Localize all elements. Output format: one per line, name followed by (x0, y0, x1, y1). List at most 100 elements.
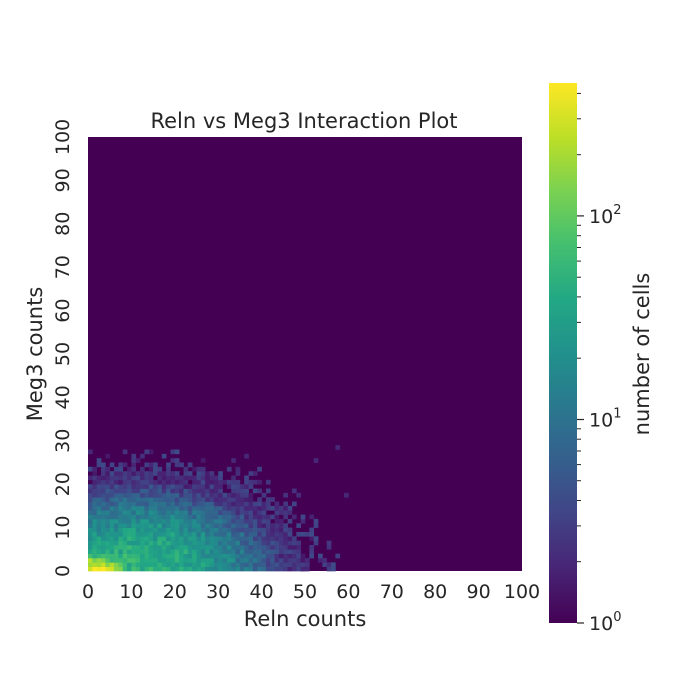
heatmap-cell (179, 514, 184, 520)
heatmap-cell (170, 505, 176, 511)
heatmap-cell (109, 531, 115, 537)
heatmap-cell (161, 553, 167, 559)
heatmap-cell (161, 505, 167, 511)
heatmap-cell (148, 475, 154, 481)
heatmap-cell (135, 531, 141, 537)
heatmap-cell (96, 518, 102, 524)
heatmap-cell (170, 518, 176, 524)
heatmap-cell (192, 484, 197, 489)
heatmap-cell (179, 557, 184, 563)
heatmap-cell (135, 488, 141, 494)
heatmap-cell (235, 505, 241, 511)
heatmap-cell (187, 566, 193, 572)
heatmap-cell (118, 536, 124, 541)
heatmap-cell (226, 484, 232, 489)
heatmap-cell (209, 549, 215, 554)
heatmap-cell (274, 501, 280, 507)
y-tick-label: 100 (52, 119, 74, 155)
heatmap-cell (179, 492, 184, 498)
heatmap-cell (239, 510, 245, 515)
heatmap-cell (213, 501, 219, 507)
y-tick-label: 10 (52, 516, 74, 540)
heatmap-cell (335, 553, 341, 559)
heatmap-cell (226, 557, 232, 563)
heatmap-cell (309, 549, 315, 554)
heatmap-cell (231, 514, 236, 520)
heatmap-cell (148, 449, 154, 455)
heatmap-cell (261, 523, 267, 528)
heatmap-cell (153, 510, 158, 515)
heatmap-cell (118, 471, 124, 476)
heatmap-cell (213, 566, 219, 572)
heatmap-cell (248, 471, 254, 476)
heatmap-cell (135, 553, 141, 559)
heatmap-cell (265, 553, 271, 559)
heatmap-cell (127, 501, 132, 507)
heatmap-cell (265, 488, 271, 494)
heatmap-cell (257, 479, 262, 485)
heatmap-cell (179, 488, 184, 494)
heatmap-cell (127, 527, 132, 533)
heatmap-cell (118, 531, 124, 537)
heatmap-cell (135, 523, 141, 528)
heatmap-cell (109, 518, 115, 524)
heatmap-cell (144, 514, 150, 520)
heatmap-cell (205, 527, 210, 533)
heatmap-cell (187, 562, 193, 568)
heatmap-cell (270, 549, 275, 554)
heatmap-cell (205, 523, 210, 528)
heatmap-cell (105, 540, 111, 546)
heatmap-cell (179, 527, 184, 533)
heatmap-cell (148, 553, 154, 559)
heatmap-cell (213, 505, 219, 511)
heatmap-cell (261, 514, 267, 520)
heatmap-cell (248, 514, 254, 520)
heatmap-cell (196, 514, 202, 520)
heatmap-cell (296, 523, 302, 528)
heatmap-cell (144, 557, 150, 563)
heatmap-cell (140, 562, 145, 568)
heatmap-cell (283, 544, 288, 550)
heatmap-cell (157, 566, 163, 572)
heatmap-cell (105, 527, 111, 533)
heatmap-cell (122, 549, 128, 554)
heatmap-cell (166, 566, 171, 572)
heatmap-cell (105, 471, 111, 476)
heatmap-cell (205, 479, 210, 485)
heatmap-cell (257, 466, 262, 472)
heatmap-cell (248, 562, 254, 568)
heatmap-cell (183, 488, 189, 494)
heatmap-cell (109, 501, 115, 507)
heatmap-cell (196, 518, 202, 524)
heatmap-cell (179, 475, 184, 481)
heatmap-cell (239, 562, 245, 568)
heatmap-cell (226, 527, 232, 533)
heatmap-cell (88, 518, 93, 524)
heatmap-cell (127, 466, 132, 472)
heatmap-cell (166, 544, 171, 550)
heatmap-cell (118, 497, 124, 502)
heatmap-cell (135, 566, 141, 572)
heatmap-cell (105, 549, 111, 554)
heatmap-cell (179, 549, 184, 554)
heatmap-cell (122, 510, 128, 515)
heatmap-cell (122, 523, 128, 528)
heatmap-cell (174, 484, 180, 489)
heatmap-cell (153, 549, 158, 554)
heatmap-cell (196, 566, 202, 572)
heatmap-cell (88, 466, 93, 472)
heatmap-cell (252, 544, 258, 550)
heatmap-cell (170, 492, 176, 498)
heatmap-cell (218, 492, 223, 498)
heatmap-cell (88, 449, 93, 455)
heatmap-cell (122, 488, 128, 494)
heatmap-cell (161, 453, 167, 459)
colorbar-label: number of cells (630, 273, 654, 436)
heatmap-cell (92, 566, 98, 572)
heatmap-cell (300, 553, 306, 559)
heatmap-cell (192, 514, 197, 520)
heatmap-cell (92, 501, 98, 507)
heatmap-cell (252, 553, 258, 559)
heatmap-cell (105, 514, 111, 520)
heatmap-cell (135, 510, 141, 515)
